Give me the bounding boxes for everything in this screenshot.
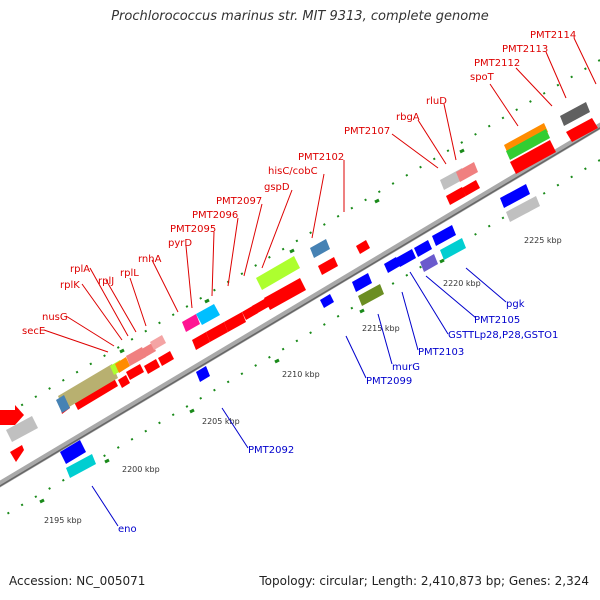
scale-label: 2220 kbp [443, 279, 481, 288]
gene-block [58, 364, 118, 410]
reverse-labels: eno PMT2092 PMT2099 murG PMT2103 GSTTLp2… [118, 299, 558, 535]
gene-block [6, 416, 38, 442]
gene-block [358, 284, 384, 306]
gene-block [414, 240, 432, 257]
gene-block [310, 239, 330, 258]
gene-arrow [126, 364, 144, 380]
gene-arrow [224, 312, 246, 332]
scale-label: 2210 kbp [282, 370, 320, 379]
gene-block [396, 249, 416, 267]
gene-block [60, 440, 86, 464]
gene-arrow [264, 278, 306, 310]
gene-block [440, 238, 466, 260]
gene-block [196, 366, 210, 382]
accession-text: Accession: NC_005071 [9, 574, 146, 588]
gene-label: PMT2113 [502, 44, 548, 55]
reverse-genes [6, 184, 540, 478]
forward-genes [0, 102, 598, 462]
genome-stats-text: Topology: circular; Length: 2,410,873 bp… [259, 574, 589, 588]
gene-label: PMT2096 [192, 210, 238, 221]
gene-label: PMT2102 [298, 152, 344, 163]
gene-label: murG [392, 362, 420, 373]
gene-arrow [206, 322, 228, 342]
gene-arrow [144, 359, 160, 374]
gene-label: PMT2092 [248, 445, 294, 456]
gene-block [66, 454, 96, 478]
gene-label: PMT2097 [216, 196, 262, 207]
gene-block [182, 314, 200, 332]
gene-label: spoT [470, 72, 495, 83]
gene-label: rplJ [98, 276, 114, 287]
gene-label: hisC/cobC [268, 166, 318, 177]
scale-label: 2215 kbp [362, 324, 400, 333]
gene-label: rplL [120, 268, 139, 279]
gene-block [115, 357, 130, 373]
gene-arrow [118, 375, 130, 388]
genome-backbone [0, 122, 600, 488]
gene-arrow [252, 298, 270, 314]
gene-label: PMT2107 [344, 126, 390, 137]
gene-block [500, 184, 530, 208]
forward-leaders [43, 37, 597, 353]
gene-label: rplA [70, 264, 90, 275]
gene-block [140, 343, 156, 358]
gene-block [352, 273, 372, 292]
gene-arrow [356, 240, 370, 254]
gene-arrow [192, 332, 210, 350]
gene-label: eno [118, 524, 137, 535]
genome-backbone-edge [0, 127, 600, 487]
scale-label: 2205 kbp [202, 417, 240, 426]
gene-arrow [510, 140, 556, 174]
gene-block [56, 395, 70, 413]
forward-labels: secE nusG rplK rplA rplJ rplL rnhA pyrD … [22, 30, 576, 337]
gene-arrow [318, 257, 338, 275]
gene-block [384, 257, 400, 273]
gene-label: rbgA [396, 112, 420, 123]
gene-block [506, 129, 550, 160]
gene-arrow [158, 351, 174, 366]
gene-label: gspD [264, 182, 290, 193]
gene-label: PMT2095 [170, 224, 216, 235]
gene-block [150, 335, 166, 350]
gene-label: PMT2112 [474, 58, 520, 69]
gene-label: rplK [60, 280, 80, 291]
gene-arrow [446, 187, 466, 205]
gene-arrow [10, 445, 24, 462]
gene-label: GSTTLp28,P28,GSTO1 [448, 330, 558, 341]
gene-label: secE [22, 326, 45, 337]
gene-label: rluD [426, 96, 447, 107]
gene-label: PMT2114 [530, 30, 576, 41]
scale-label: 2225 kbp [524, 236, 562, 245]
gene-block [420, 254, 438, 272]
reverse-leaders [91, 267, 507, 527]
scale-label: 2195 kbp [44, 516, 82, 525]
gene-block [456, 162, 478, 182]
map-title: Prochlorococcus marinus str. MIT 9313, c… [111, 9, 489, 24]
gene-block [256, 256, 300, 290]
gene-block [560, 102, 590, 126]
gene-arrow [462, 180, 480, 196]
gene-block [320, 294, 334, 308]
gene-label: PMT2103 [418, 347, 464, 358]
gene-label: PMT2105 [474, 315, 520, 326]
scale-label: 2200 kbp [122, 465, 160, 474]
gene-arrow [0, 405, 24, 425]
gene-label: rnhA [138, 254, 162, 265]
gene-arrow [566, 118, 598, 142]
gene-block [506, 196, 540, 222]
gene-block [196, 304, 220, 325]
gene-label: PMT2099 [366, 376, 412, 387]
gene-label: nusG [42, 312, 68, 323]
gene-block [432, 225, 456, 246]
gene-label: pgk [506, 299, 525, 310]
gene-label: pyrD [168, 238, 192, 249]
